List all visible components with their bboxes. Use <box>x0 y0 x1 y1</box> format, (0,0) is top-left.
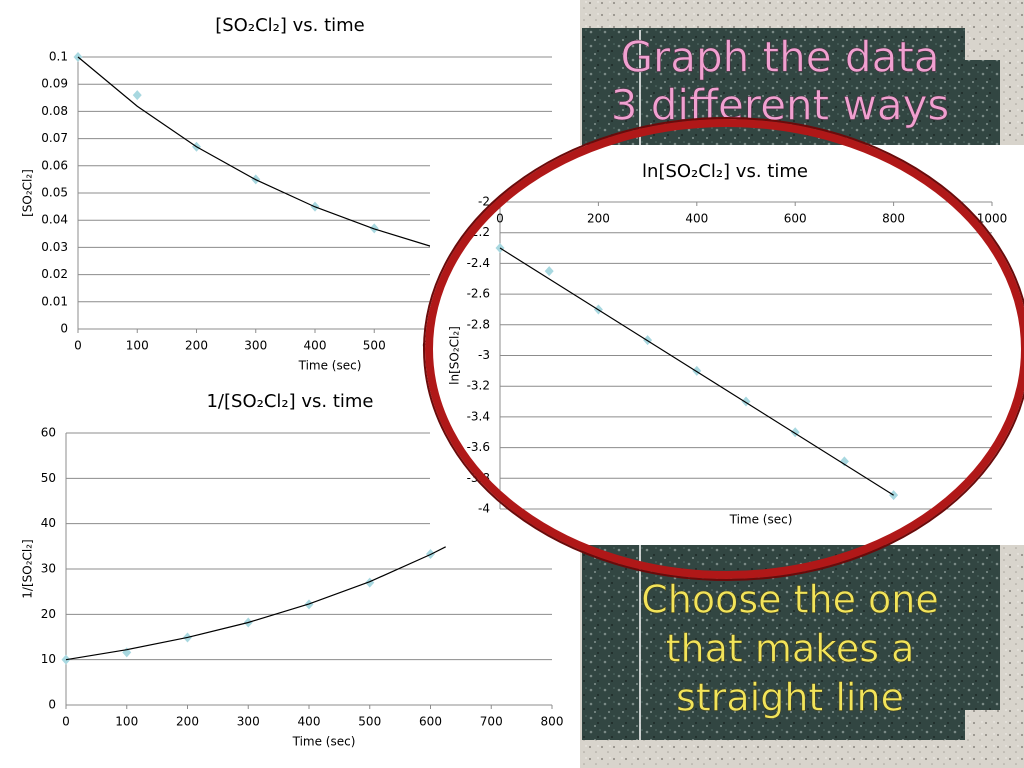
right-chart: ln[SO₂Cl₂] vs. time-4-3.8-3.6-3.4-3.2-3-… <box>448 161 1008 527</box>
y-tick-label: 0.09 <box>41 77 68 91</box>
chart-title: 1/[SO₂Cl₂] vs. time <box>206 391 373 412</box>
x-tick-label: 700 <box>480 715 503 729</box>
y-tick-label: -2 <box>478 195 490 209</box>
y-tick-label: 0.03 <box>41 240 68 254</box>
x-tick-label: 800 <box>541 715 564 729</box>
x-axis-label: Time (sec) <box>292 735 356 749</box>
y-tick-label: 0.01 <box>41 294 68 308</box>
data-point <box>544 266 554 277</box>
y-tick-label: -3.4 <box>467 409 490 423</box>
y-tick-label: -2.6 <box>467 287 490 301</box>
x-tick-label: 300 <box>244 339 267 353</box>
y-tick-label: 0.1 <box>49 50 68 64</box>
y-tick-label: -2.4 <box>467 256 490 270</box>
y-axis-label: ln[SO₂Cl₂] <box>448 326 462 385</box>
caption-line: Choose the one <box>641 578 939 622</box>
y-tick-label: 0.08 <box>41 104 68 118</box>
y-tick-label: -3.2 <box>467 379 490 393</box>
x-tick-label: 400 <box>685 212 708 226</box>
y-axis-label: 1/[SO₂Cl₂] <box>21 539 35 598</box>
trendline <box>77 56 434 248</box>
y-tick-label: 10 <box>41 652 56 666</box>
x-tick-label: 200 <box>587 212 610 226</box>
x-axis-label: Time (sec) <box>298 359 362 373</box>
x-tick-label: 1000 <box>977 212 1008 226</box>
y-tick-label: -3.6 <box>467 440 490 454</box>
left-charts: [SO₂Cl₂] vs. time 0 0.01 0.02 0.03 0.04 0.05 0.… <box>21 15 564 749</box>
y-tick-label: 30 <box>41 562 56 576</box>
x-tick-label: 400 <box>304 339 327 353</box>
caption-line: straight line <box>676 676 904 720</box>
y-tick-label: 20 <box>41 607 56 621</box>
x-tick-label: 0 <box>74 339 82 353</box>
x-tick-label: 0 <box>62 715 70 729</box>
y-tick-label: 0 <box>48 698 56 712</box>
x-tick-label: 600 <box>419 715 442 729</box>
x-tick-label: 800 <box>882 212 905 226</box>
y-tick-label: 60 <box>41 426 56 440</box>
y-tick-label: 0 <box>60 322 68 336</box>
y-tick-label: 50 <box>41 471 56 485</box>
x-tick-label: 500 <box>358 715 381 729</box>
chart-title: [SO₂Cl₂] vs. time <box>215 15 365 36</box>
y-tick-label: 0.06 <box>41 158 68 172</box>
heading-line: Graph the data <box>620 33 939 82</box>
trendline <box>65 546 446 661</box>
caption-line: that makes a <box>666 627 915 671</box>
x-tick-label: 600 <box>784 212 807 226</box>
trendline <box>499 247 894 496</box>
y-tick-label: -2.8 <box>467 317 490 331</box>
chart-panel <box>430 145 1024 545</box>
chart-title: ln[SO₂Cl₂] vs. time <box>642 161 808 182</box>
highlight-ring <box>425 119 1024 579</box>
y-tick-label: 0.07 <box>41 131 68 145</box>
x-tick-label: 100 <box>126 339 149 353</box>
x-tick-label: 200 <box>185 339 208 353</box>
y-tick-label: 0.02 <box>41 267 68 281</box>
data-point <box>839 456 849 467</box>
y-axis-label: [SO₂Cl₂] <box>21 169 35 217</box>
y-tick-label: 0.04 <box>41 213 68 227</box>
y-tick-label: -3 <box>478 348 490 362</box>
x-tick-label: 500 <box>363 339 386 353</box>
x-tick-label: 300 <box>237 715 260 729</box>
data-point <box>132 90 142 101</box>
y-tick-label: 0.05 <box>41 186 68 200</box>
y-tick-label: 40 <box>41 516 56 530</box>
x-axis-label: Time (sec) <box>729 513 793 527</box>
highlight-ring-edge <box>423 117 1024 581</box>
y-tick-label: -4 <box>478 502 490 516</box>
x-tick-label: 400 <box>298 715 321 729</box>
x-tick-label: 200 <box>176 715 199 729</box>
x-tick-label: 0 <box>496 212 504 226</box>
x-tick-label: 100 <box>115 715 138 729</box>
